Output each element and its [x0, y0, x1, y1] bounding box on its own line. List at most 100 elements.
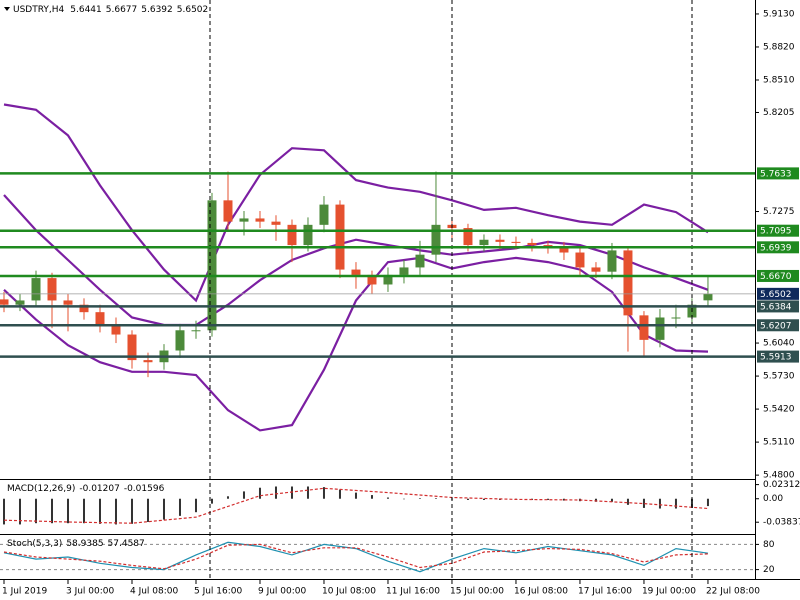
macd-bar: [114, 498, 117, 525]
candle-body: [79, 304, 89, 313]
candle-body: [63, 300, 73, 305]
header-high: 5.6677: [106, 5, 138, 15]
candle-body: [111, 324, 121, 335]
header-low: 5.6392: [141, 5, 173, 15]
macd-bar: [274, 486, 277, 499]
last-price-tag: [757, 287, 799, 300]
macd-bar: [18, 498, 21, 525]
candle-body: [495, 239, 505, 242]
x-tick-label: 15 Jul 00:00: [450, 587, 504, 597]
y-tick-label: 5.5420: [763, 405, 795, 415]
macd-bar: [2, 498, 5, 525]
macd-bar: [34, 498, 37, 524]
y-tick-label: 80: [763, 540, 775, 550]
candle-body: [703, 293, 713, 301]
last-price-label: 5.6502: [760, 290, 792, 300]
x-tick-label: 9 Jul 00:00: [258, 587, 307, 597]
macd-bar: [178, 498, 181, 516]
x-tick-label: 1 Jul 2019: [2, 587, 47, 597]
macd-bar: [386, 497, 389, 499]
candle-body: [95, 312, 105, 325]
macd-label: MACD(12,26,9): [7, 484, 75, 494]
candle-body: [303, 224, 313, 246]
macd-bar: [546, 498, 549, 500]
candle-body: [351, 269, 361, 275]
macd-value: -0.01207: [79, 484, 119, 494]
candle-body: [31, 278, 41, 301]
header-close: 5.6502: [177, 5, 209, 15]
candle-body: [383, 274, 393, 285]
macd-bar: [706, 498, 709, 507]
indicator-line: [3, 487, 709, 524]
macd-bar: [226, 496, 229, 499]
candle-body: [15, 300, 25, 305]
level-tag: [757, 319, 799, 332]
macd-bar: [658, 498, 661, 509]
candle-body: [175, 330, 185, 351]
candle-body: [47, 278, 57, 301]
macd-bar: [146, 498, 149, 522]
macd-bar: [258, 487, 261, 499]
macd-bar: [562, 498, 565, 501]
macd-bar: [290, 486, 293, 499]
level-label: 5.7633: [760, 169, 792, 179]
candle-body: [559, 247, 569, 253]
y-tick-label: 0.02312: [763, 480, 800, 490]
candle-body: [431, 224, 441, 255]
macd-bar: [130, 498, 133, 524]
macd-bar: [210, 498, 213, 504]
candle-body: [623, 250, 633, 316]
overlay: 5.7633 5.7095 5.6939 5.6670 5.6384 5.6207 5.59…: [0, 167, 799, 363]
stoch-main-value: 58.9385: [66, 539, 103, 549]
y-tick-label: 5.8205: [763, 108, 795, 118]
candle-body: [575, 252, 585, 268]
indicator-line: [3, 541, 709, 573]
x-tick-label: 22 Jul 08:00: [706, 587, 760, 597]
candle-body: [319, 204, 329, 225]
y-tick-label: 5.5110: [763, 438, 795, 448]
y-tick-label: 5.7275: [763, 207, 795, 217]
level-label: 5.5913: [760, 353, 792, 363]
y-tick-label: 5.4800: [763, 471, 795, 481]
y-tick-label: 20: [763, 565, 775, 575]
level-tag: [757, 167, 799, 180]
macd-bar: [690, 498, 693, 508]
level-tag: [757, 350, 799, 363]
candle-body: [511, 241, 521, 243]
macd-bar: [354, 492, 357, 499]
macd-bar: [594, 498, 597, 502]
candle-body: [0, 299, 9, 305]
y-tick-label: 5.6040: [763, 339, 795, 349]
level-tag: [757, 269, 799, 282]
candle-body: [607, 250, 617, 272]
macd-bar: [242, 491, 245, 499]
candle-body: [655, 317, 665, 340]
level-tag: [757, 224, 799, 237]
macd-bar: [306, 486, 309, 499]
level-label: 5.7095: [760, 227, 792, 237]
header-open: 5.6441: [70, 5, 102, 15]
macd-bar: [482, 498, 485, 500]
y-tick-label: 5.5730: [763, 372, 795, 382]
level-label: 5.6384: [760, 302, 792, 312]
price-header: USDTRY,H4 5.6441 5.6677 5.6392 5.6502: [13, 5, 208, 15]
y-tick-label: 5.8820: [763, 42, 795, 52]
macd-bar: [642, 498, 645, 508]
candle-body: [255, 218, 265, 222]
macd-bar: [162, 498, 165, 520]
candle-body: [463, 228, 473, 246]
level-label: 5.6670: [760, 272, 792, 282]
y-tick-label: 5.8510: [763, 75, 795, 85]
y-tick-label: 5.9130: [763, 9, 795, 19]
macd-bar: [338, 489, 341, 499]
x-tick-label: 11 Jul 16:00: [386, 587, 440, 597]
macd-header: MACD(12,26,9) -0.01207 -0.01596: [7, 484, 165, 494]
x-tick-label: 19 Jul 00:00: [642, 587, 696, 597]
level-label: 5.6207: [760, 321, 792, 331]
x-tick-label: 5 Jul 16:00: [194, 587, 243, 597]
level-label: 5.6939: [760, 243, 792, 253]
candle-body: [143, 360, 153, 363]
macd-bar: [322, 487, 325, 499]
macd-bar: [370, 495, 373, 499]
